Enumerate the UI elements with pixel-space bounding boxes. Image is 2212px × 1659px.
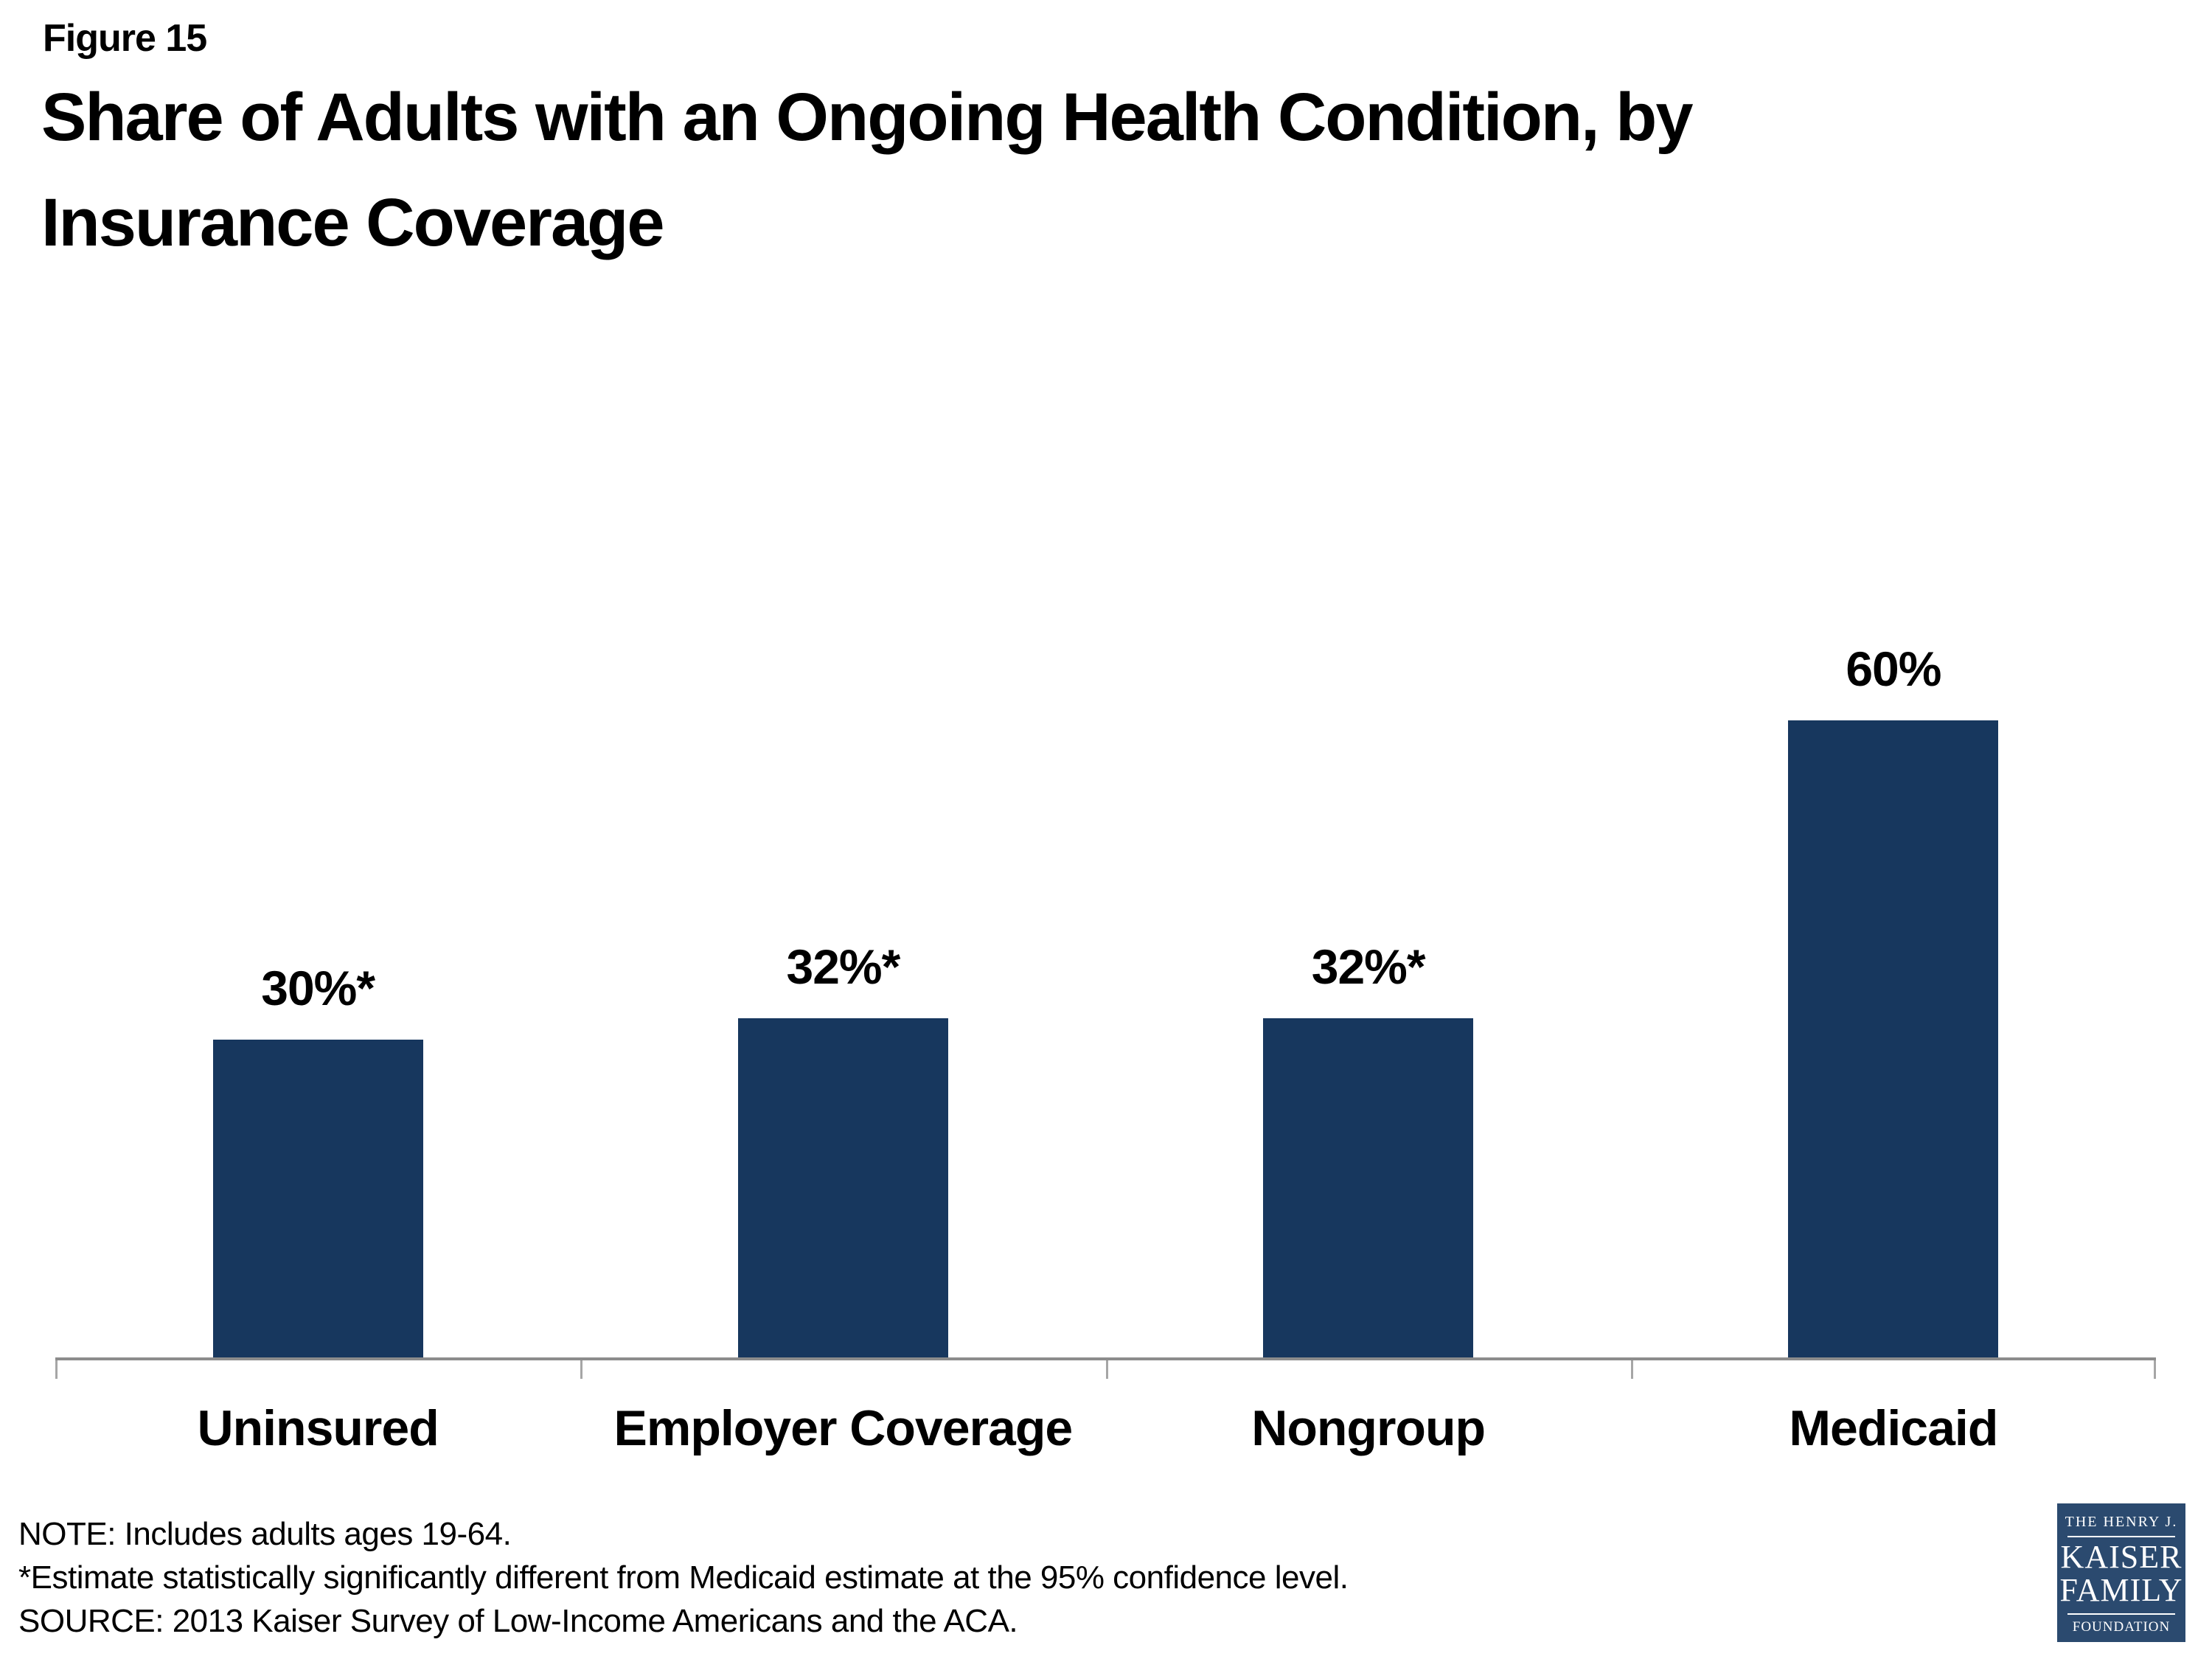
kff-logo-rule-bottom <box>2067 1613 2175 1615</box>
category-label-employer-coverage: Employer Coverage <box>613 1400 1074 1456</box>
kff-logo-line2: KAISER <box>2060 1539 2183 1575</box>
kff-logo-line4: FOUNDATION <box>2072 1618 2171 1635</box>
chart-title-line2: Insurance Coverage <box>41 184 664 260</box>
category-label-uninsured: Uninsured <box>197 1400 439 1456</box>
value-label-employer-coverage: 32%* <box>786 939 900 994</box>
kff-logo-line3: FAMILY <box>2059 1571 2183 1608</box>
category-label-medicaid: Medicaid <box>1789 1400 1998 1456</box>
x-axis-tick <box>580 1360 582 1379</box>
figure-label: Figure 15 <box>43 17 207 60</box>
footnote-source: SOURCE: 2013 Kaiser Survey of Low-Income… <box>18 1602 1018 1639</box>
bar-employer-coverage <box>737 1018 948 1359</box>
footnotes: NOTE: Includes adults ages 19-64. *Estim… <box>18 1513 1349 1644</box>
chart-title: Share of Adults with an Ongoing Health C… <box>41 65 2165 275</box>
x-axis-tick <box>1631 1360 1633 1379</box>
footnote-note: NOTE: Includes adults ages 19-64. <box>18 1516 512 1552</box>
x-axis-tick <box>1106 1360 1108 1379</box>
x-axis-line <box>55 1357 2156 1360</box>
value-label-medicaid: 60% <box>1846 641 1941 696</box>
kff-logo: THE HENRY J. KAISER FAMILY FOUNDATION <box>2057 1503 2185 1642</box>
plot-area: 30%* 32%* 32%* 60% <box>55 614 2156 1359</box>
x-axis-category-labels: Uninsured Employer Coverage Nongroup Medica… <box>55 1399 2156 1473</box>
x-axis-tick <box>55 1360 58 1379</box>
bar-uninsured <box>212 1040 423 1359</box>
footnote-estimate: *Estimate statistically significantly di… <box>18 1559 1349 1596</box>
x-axis-tick <box>2154 1360 2156 1379</box>
value-label-nongroup: 32%* <box>1311 939 1426 994</box>
chart-title-line1: Share of Adults with an Ongoing Health C… <box>41 80 1694 155</box>
bar-nongroup <box>1263 1018 1474 1359</box>
x-axis-ticks <box>55 1360 2156 1379</box>
bar-medicaid <box>1788 720 1999 1359</box>
kff-logo-rule-top <box>2067 1536 2175 1537</box>
kff-logo-line1: THE HENRY J. <box>2065 1514 2178 1530</box>
category-label-nongroup: Nongroup <box>1251 1400 1486 1456</box>
value-label-uninsured: 30%* <box>261 961 375 1015</box>
